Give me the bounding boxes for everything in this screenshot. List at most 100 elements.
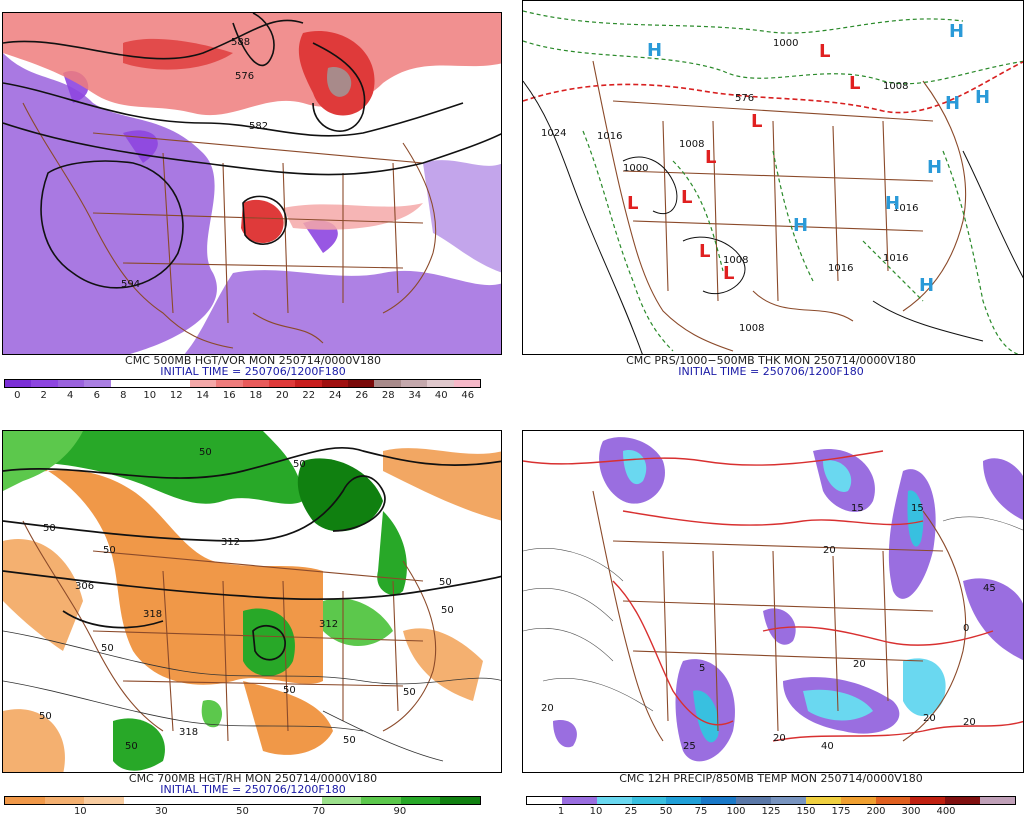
panel-700mb-rh: 50 50 50 50 50 50 50 50 50 50 50 318 312…	[0, 418, 506, 819]
panel-precip-temp: 20 20 20 15 15 45 40 20 20 25 5 0 20 CMC…	[518, 418, 1024, 819]
legend-swatch	[189, 380, 217, 387]
contour-label: 15	[851, 503, 864, 514]
vorticity-field-west	[3, 53, 217, 354]
legend-swatch	[282, 797, 322, 804]
legend-swatch	[805, 797, 841, 804]
contour-label: 50	[403, 687, 416, 698]
legend-tick-label: 30	[155, 806, 168, 817]
vorticity-field-east	[423, 160, 501, 273]
vorticity-cutoff-low	[241, 199, 284, 243]
contour-label: 20	[853, 659, 866, 670]
low-marker: L	[849, 73, 860, 94]
legend-tick-label: 100	[726, 806, 746, 817]
contour-label: 15	[911, 503, 924, 514]
legend-ticks: 1 10 25 50 75 100 125 150 175 200 300 400	[526, 806, 1016, 818]
contour-label: 1016	[828, 263, 853, 274]
contour-label: 582	[249, 121, 268, 132]
legend-swatch	[84, 380, 111, 387]
contour-label: 1008	[883, 81, 908, 92]
contour-label: 1008	[679, 139, 704, 150]
low-marker: L	[819, 41, 830, 62]
temp-contours	[523, 450, 1023, 742]
legend-swatch	[44, 797, 85, 804]
legend-swatch	[163, 380, 190, 387]
contour-label: 1024	[541, 128, 566, 139]
vorticity-map-svg: 588 576 582 594	[3, 13, 501, 354]
contour-label: 50	[199, 447, 212, 458]
high-marker: H	[919, 275, 934, 296]
legend-swatch	[136, 380, 164, 387]
contour-label: 1000	[773, 38, 798, 49]
legend-tick-label: 25	[624, 806, 638, 817]
legend-tick-label: 400	[936, 806, 956, 817]
legend-swatch	[736, 797, 772, 804]
legend-tick-label: 18	[249, 390, 263, 401]
contour-label: 0	[963, 623, 969, 634]
contour-label: 588	[231, 37, 250, 48]
legend-tick-label: 8	[120, 390, 127, 401]
legend-swatch	[361, 797, 401, 804]
contour-label: 50	[439, 577, 452, 588]
legend-tick-label: 2	[40, 390, 47, 401]
vorticity-map: 588 576 582 594	[2, 12, 502, 355]
high-marker: H	[927, 157, 942, 178]
contour-label: 1008	[723, 255, 748, 266]
legend-ticks: 10 30 50 70 90	[4, 806, 481, 818]
panel-title: CMC PRS/1000−500MB THK MON 250714/0000V1…	[626, 354, 916, 367]
contour-label: 1016	[893, 203, 918, 214]
geo-borders	[22, 520, 437, 742]
legend-tick-label: 300	[901, 806, 921, 817]
rh-contours	[3, 630, 501, 762]
legend-swatch	[321, 797, 362, 804]
legend-swatch	[295, 380, 322, 387]
legend-swatch	[561, 797, 597, 804]
geo-borders	[22, 102, 437, 349]
legend-swatch	[84, 797, 124, 804]
low-marker: L	[699, 241, 710, 262]
low-marker: L	[723, 263, 734, 284]
contour-label: 20	[823, 545, 836, 556]
legend-swatch	[840, 797, 876, 804]
high-marker: H	[885, 193, 900, 214]
legend-tick-label: 150	[796, 806, 816, 817]
legend-tick-label: 24	[328, 390, 342, 401]
high-marker: H	[975, 87, 990, 108]
panel-500mb-vorticity: 588 576 582 594 CMC 500MB HGT/VOR MON 25…	[0, 0, 506, 410]
rh-moist-north	[3, 431, 303, 504]
legend-tick-label: 1	[557, 806, 565, 817]
panel-title: CMC 12H PRECIP/850MB TEMP MON 250714/000…	[619, 772, 923, 785]
legend-swatch	[875, 797, 911, 804]
contour-label: 594	[121, 279, 140, 290]
legend-swatch	[945, 797, 981, 804]
high-marker: H	[949, 21, 964, 42]
contour-label: 312	[221, 537, 240, 548]
legend-tick-label: 10	[73, 806, 87, 817]
contour-label: 1000	[623, 163, 648, 174]
contour-label: 50	[293, 459, 306, 470]
legend-swatch	[400, 380, 428, 387]
legend-swatch	[666, 797, 702, 804]
contour-label: 1016	[597, 131, 622, 142]
rh-map-svg: 50 50 50 50 50 50 50 50 50 50 50 318 312…	[3, 431, 501, 772]
thin-contours	[523, 516, 1023, 712]
contour-label: 50	[103, 545, 116, 556]
contour-label: 318	[179, 727, 198, 738]
legend-tick-label: 10	[589, 806, 603, 817]
high-marker: H	[793, 215, 808, 236]
legend-tick-label: 0	[14, 390, 21, 401]
high-pressure-markers: H H H H H H H H	[647, 21, 990, 296]
legend-tick-label: 175	[831, 806, 851, 817]
legend-swatch	[453, 380, 481, 387]
color-legend	[4, 379, 481, 388]
vorticity-field-north	[3, 13, 501, 116]
geo-borders	[592, 490, 967, 742]
precip-map-svg: 20 20 20 15 15 45 40 20 20 25 5 0 20	[523, 437, 1023, 762]
contour-label: 20	[923, 713, 936, 724]
panel-title: CMC 500MB HGT/VOR MON 250714/0000V180	[125, 354, 381, 367]
contour-label: 1016	[883, 253, 908, 264]
low-marker: L	[627, 193, 638, 214]
legend-swatch	[374, 380, 401, 387]
panel-pressure-thickness: 1024 1016 1008 1000 1008 1008 1016 1016 …	[518, 0, 1024, 410]
contour-label: 25	[683, 741, 696, 752]
contour-label: 20	[963, 717, 976, 728]
